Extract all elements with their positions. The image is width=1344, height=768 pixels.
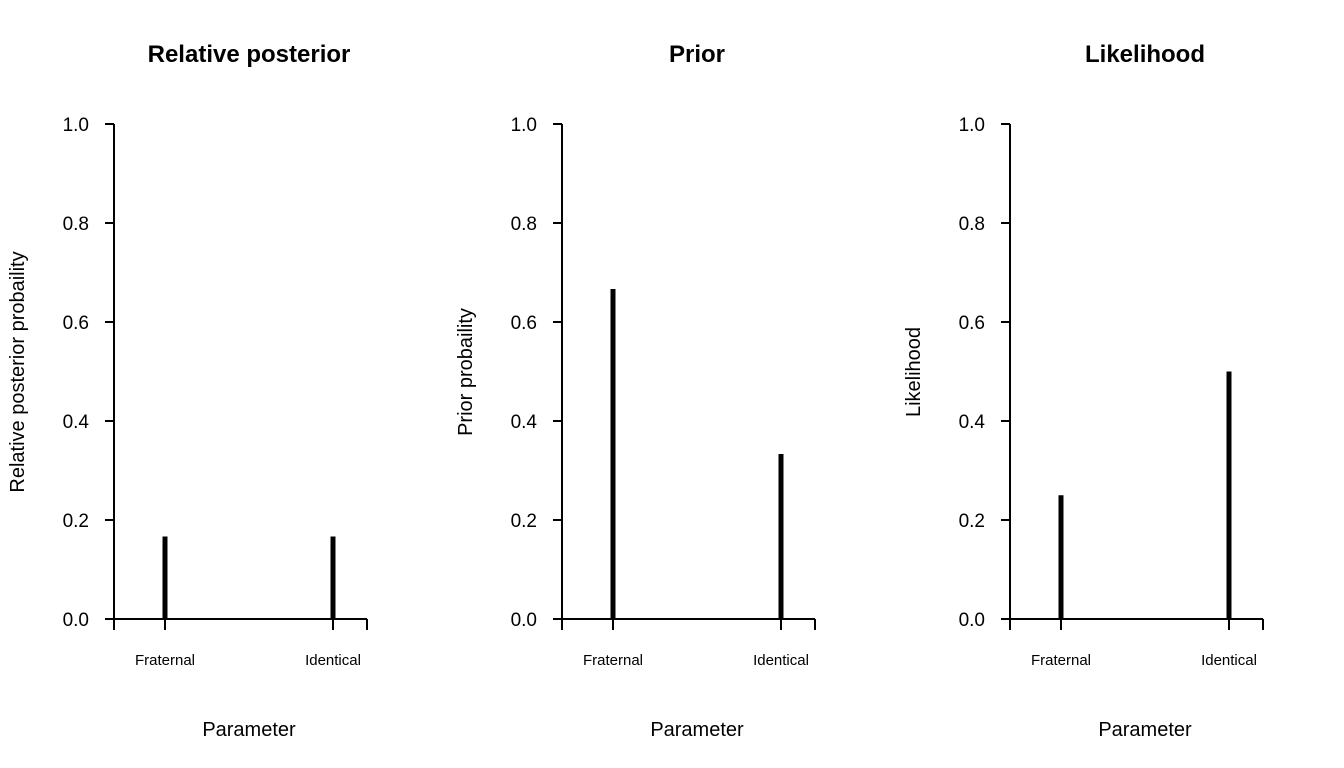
y-tick-label: 0.4 [63, 412, 90, 433]
y-axis-label: Relative posterior probaility [7, 251, 29, 492]
y-tick-label: 0.0 [63, 610, 89, 631]
data-marks [162, 536, 336, 619]
y-tick-label: 0.2 [959, 511, 985, 532]
y-tick-label: 0.8 [959, 214, 985, 235]
chart-title: Prior [669, 41, 725, 68]
y-axis-label: Likelihood [903, 327, 925, 417]
y-tick-label: 0.6 [959, 313, 985, 334]
chart-title: Relative posterior [148, 41, 351, 68]
x-axis-label: Parameter [650, 719, 744, 741]
x-tick-label-fraternal: Fraternal [135, 652, 195, 669]
panel-likelihood: Likelihood Likelihood Parameter 0.00.20.… [903, 41, 1264, 741]
y-tick-label: 0.0 [511, 610, 537, 631]
y-tick-label: 0.4 [511, 412, 538, 433]
panel-relative-posterior: Relative posterior Relative posterior pr… [7, 41, 368, 741]
x-tick-label-fraternal: Fraternal [1031, 652, 1091, 669]
panel-prior: Prior Prior probaility Parameter 0.00.20… [455, 41, 816, 741]
y-tick-label: 0.2 [511, 511, 537, 532]
x-tick-label-fraternal: Fraternal [583, 652, 643, 669]
x-axis-label: Parameter [202, 719, 296, 741]
axes: 0.0 0.2 0.4 0.6 0.8 1.0 Fraternal Identical [959, 115, 1264, 669]
x-tick-label-identical: Identical [753, 652, 809, 669]
y-tick-label: 0.6 [63, 313, 89, 334]
y-tick-label: 0.6 [511, 313, 537, 334]
y-tick-label: 1.0 [63, 115, 89, 136]
axes: 0.0 0.2 0.4 0.6 0.8 1.0 Fraternal Identical [63, 115, 368, 669]
x-tick-label-identical: Identical [1201, 652, 1257, 669]
y-tick-label: 1.0 [959, 115, 985, 136]
x-tick-label-identical: Identical [305, 652, 361, 669]
y-tick-label: 0.0 [959, 610, 985, 631]
y-tick-label: 0.8 [63, 214, 89, 235]
x-axis-label: Parameter [1098, 719, 1192, 741]
chart-title: Likelihood [1085, 41, 1205, 68]
axes: 0.0 0.2 0.4 0.6 0.8 1.0 Fraternal Identical [511, 115, 816, 669]
y-tick-label: 0.2 [63, 511, 89, 532]
data-marks [610, 288, 784, 619]
y-tick-label: 1.0 [511, 115, 537, 136]
y-tick-label: 0.4 [959, 412, 986, 433]
y-axis-label: Prior probaility [455, 308, 477, 436]
y-tick-label: 0.8 [511, 214, 537, 235]
data-marks [1058, 371, 1232, 619]
